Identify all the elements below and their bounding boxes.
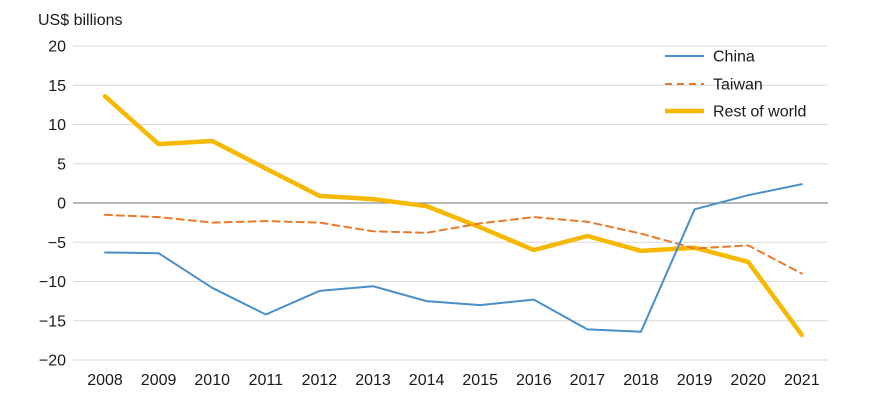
legend-label-taiwan: Taiwan [713,77,763,94]
x-tick-label: 2009 [141,372,177,389]
y-tick-label: 0 [57,196,66,213]
y-tick-label: −10 [39,274,66,291]
y-tick-label: −20 [39,353,66,370]
x-tick-label: 2012 [302,372,338,389]
y-tick-label: 10 [48,117,66,134]
gridlines [73,45,828,361]
legend-label-rest-of-world: Rest of world [713,104,806,121]
x-tick-label: 2011 [249,372,284,389]
y-axis-label: US$ billions [38,12,122,29]
x-tick-label: 2020 [730,372,766,389]
series-line-taiwan [104,213,803,275]
y-tick-label: 5 [57,156,66,173]
series-line-china [104,183,803,333]
legend-label-china: China [713,49,755,66]
x-tick-label: 2021 [784,372,820,389]
y-tick-label: 15 [48,78,66,95]
x-tick-label: 2013 [355,372,391,389]
x-tick-label: 2014 [409,372,445,389]
x-tick-label: 2015 [462,372,498,389]
legend: China Taiwan Rest of world [665,49,806,121]
x-tick-label: 2010 [194,372,230,389]
y-tick-label: −15 [39,313,66,330]
x-tick-label: 2018 [623,372,659,389]
x-tick-label: 2017 [570,372,606,389]
x-tick-label: 2016 [516,372,552,389]
y-tick-label: 20 [48,39,66,56]
y-axis-ticks: 20 15 10 5 0 −5 −10 −15 −20 [39,39,66,370]
series-line-rest-of-world [102,93,805,338]
y-tick-label: −5 [48,235,66,252]
x-axis-ticks: 2008 2009 2010 2011 2012 2013 2014 2015 2016 2017… [87,372,819,389]
x-tick-label: 2019 [677,372,713,389]
series-lines [102,93,805,338]
x-tick-label: 2008 [87,372,123,389]
